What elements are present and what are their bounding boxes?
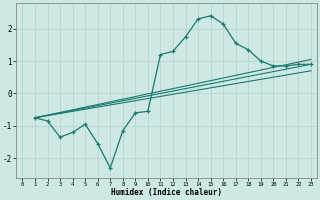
- X-axis label: Humidex (Indice chaleur): Humidex (Indice chaleur): [111, 188, 222, 197]
